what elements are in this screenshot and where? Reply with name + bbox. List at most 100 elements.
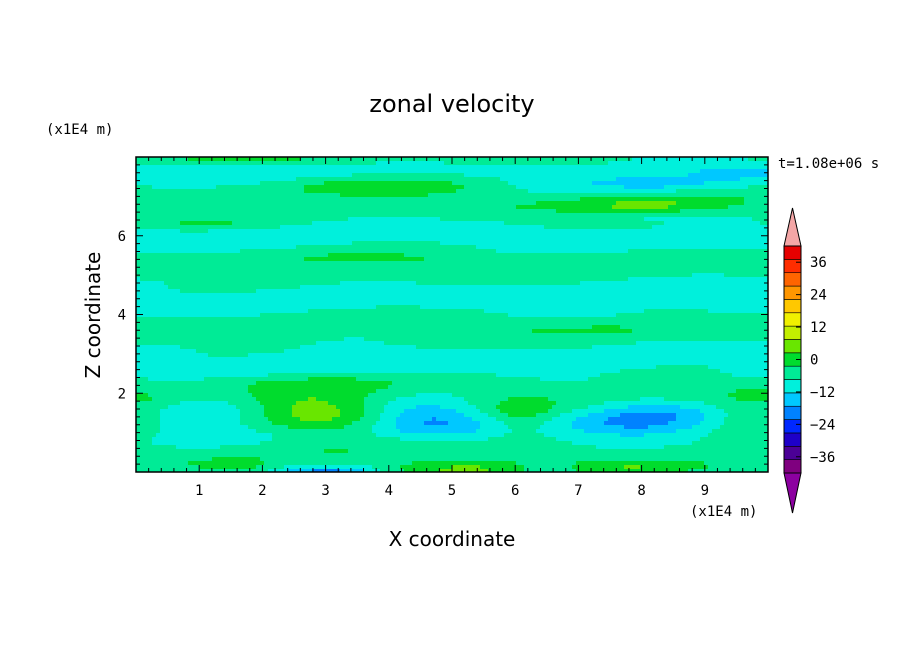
- field-cell: [320, 421, 325, 426]
- field-cell: [336, 397, 341, 402]
- field-cell: [140, 225, 145, 230]
- field-cell: [252, 469, 257, 473]
- field-cell: [168, 397, 173, 402]
- field-cell: [276, 289, 281, 294]
- field-cell: [276, 229, 281, 234]
- field-cell: [292, 293, 297, 298]
- field-cell: [256, 301, 261, 306]
- field-cell: [300, 397, 305, 402]
- field-cell: [180, 285, 185, 290]
- field-cell: [160, 193, 165, 198]
- field-cell: [144, 293, 149, 298]
- field-cell: [308, 205, 313, 210]
- field-cell: [224, 357, 229, 362]
- field-cell: [228, 373, 233, 378]
- field-cell: [324, 449, 329, 454]
- field-cell: [136, 461, 141, 466]
- field-cell: [368, 433, 373, 438]
- field-cell: [260, 169, 265, 174]
- field-cell: [324, 265, 329, 270]
- field-cell: [268, 377, 273, 382]
- field-cell: [288, 285, 293, 290]
- field-cell: [284, 209, 289, 214]
- field-cell: [152, 233, 157, 238]
- field-cell: [380, 193, 385, 198]
- field-cell: [164, 453, 169, 458]
- field-cell: [200, 177, 205, 182]
- field-cell: [312, 337, 317, 342]
- field-cell: [232, 221, 237, 226]
- field-cell: [156, 309, 161, 314]
- field-cell: [220, 165, 225, 170]
- field-cell: [184, 281, 189, 286]
- field-cell: [196, 257, 201, 262]
- field-cell: [292, 313, 297, 318]
- field-cell: [252, 305, 257, 310]
- field-cell: [352, 229, 357, 234]
- field-cell: [344, 193, 349, 198]
- field-cell: [200, 361, 205, 366]
- field-cell: [252, 337, 257, 342]
- field-cell: [244, 409, 249, 414]
- field-cell: [272, 457, 277, 462]
- field-cell: [272, 461, 277, 466]
- field-cell: [144, 397, 149, 402]
- field-cell: [192, 213, 197, 218]
- field-cell: [356, 381, 361, 386]
- field-cell: [292, 193, 297, 198]
- field-cell: [184, 273, 189, 278]
- field-cell: [192, 277, 197, 282]
- field-cell: [300, 437, 305, 442]
- field-cell: [216, 469, 221, 473]
- field-cell: [136, 221, 141, 226]
- field-cell: [176, 161, 181, 166]
- field-cell: [300, 305, 305, 310]
- field-cell: [332, 449, 337, 454]
- field-cell: [360, 425, 365, 430]
- field-cell: [136, 157, 141, 162]
- field-cell: [180, 353, 185, 358]
- field-cell: [172, 277, 177, 282]
- field-cell: [316, 225, 321, 230]
- field-cell: [376, 413, 381, 418]
- field-cell: [264, 469, 269, 473]
- field-cell: [260, 201, 265, 206]
- field-cell: [348, 261, 353, 266]
- field-cell: [252, 457, 257, 462]
- field-cell: [216, 205, 221, 210]
- field-cell: [168, 281, 173, 286]
- field-cell: [348, 449, 353, 454]
- field-cell: [220, 177, 225, 182]
- field-cell: [236, 353, 241, 358]
- field-cell: [144, 389, 149, 394]
- field-cell: [384, 285, 389, 290]
- field-cell: [232, 409, 237, 414]
- field-cell: [348, 305, 353, 310]
- field-cell: [280, 269, 285, 274]
- field-cell: [284, 373, 289, 378]
- field-cell: [284, 465, 289, 470]
- field-cell: [284, 409, 289, 414]
- field-cell: [188, 261, 193, 266]
- field-cell: [276, 389, 281, 394]
- field-cell: [300, 417, 305, 422]
- field-cell: [152, 225, 157, 230]
- field-cell: [348, 361, 353, 366]
- field-cell: [276, 205, 281, 210]
- field-cell: [204, 201, 209, 206]
- field-cell: [332, 313, 337, 318]
- field-cell: [168, 301, 173, 306]
- field-cell: [356, 273, 361, 278]
- field-cell: [184, 205, 189, 210]
- field-cell: [316, 313, 321, 318]
- field-cell: [268, 261, 273, 266]
- field-cell: [192, 373, 197, 378]
- field-cell: [216, 421, 221, 426]
- field-cell: [152, 401, 157, 406]
- field-cell: [256, 185, 261, 190]
- field-cell: [296, 453, 301, 458]
- field-cell: [352, 361, 357, 366]
- field-cell: [284, 413, 289, 418]
- field-cell: [160, 353, 165, 358]
- field-cell: [344, 421, 349, 426]
